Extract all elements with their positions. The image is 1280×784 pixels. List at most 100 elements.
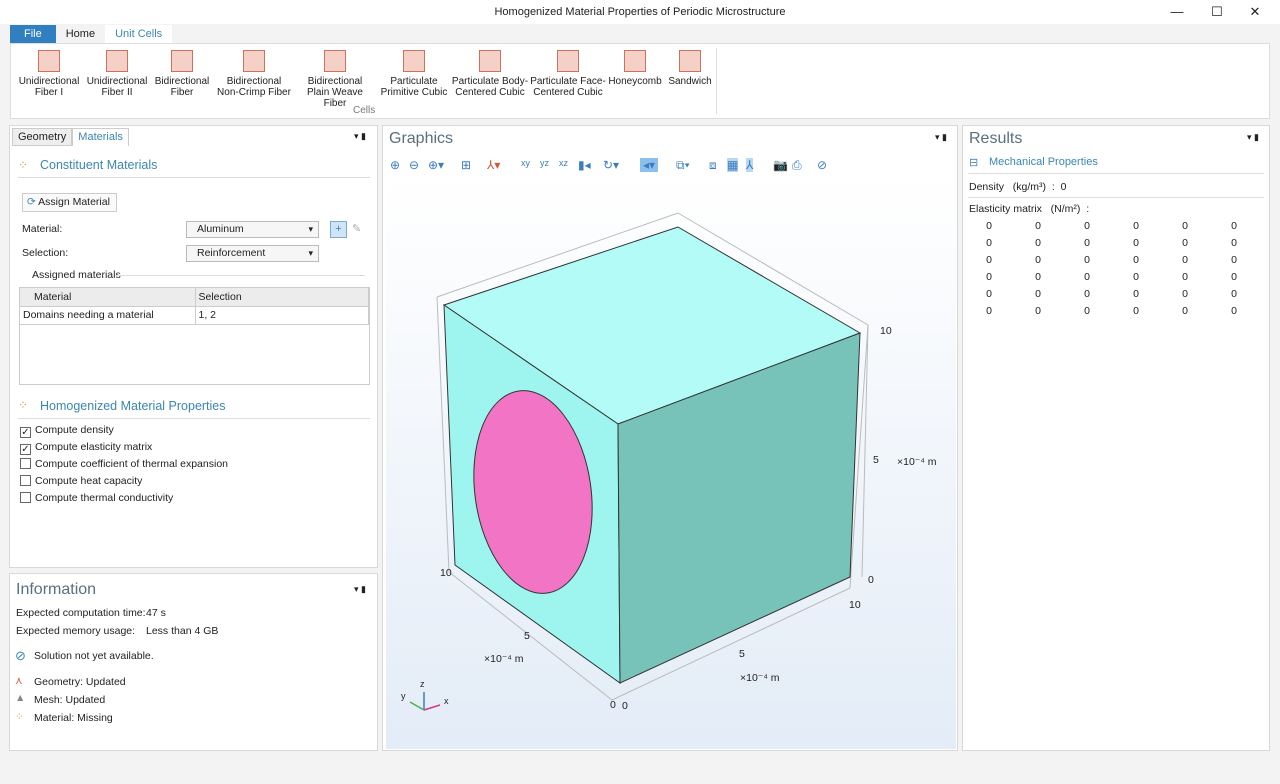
tab-file[interactable]: File [10, 25, 56, 43]
matrix-cell: 0 [1133, 271, 1139, 283]
matrix-cell: 0 [986, 254, 992, 266]
geometry-icon: ⋏ [15, 675, 23, 687]
ribbon-sandwich[interactable]: Sandwich [665, 50, 715, 87]
zoom-extents-icon[interactable]: ⊞ [461, 158, 472, 172]
zoom-in-icon[interactable]: ⊕ [390, 158, 401, 172]
xy-view-icon[interactable]: xy [521, 158, 530, 168]
tick-label: 10 [440, 567, 452, 579]
ribbon-plain-weave[interactable]: Bidirectional Plain Weave Fiber [295, 50, 375, 109]
matrix-cell: 0 [1133, 254, 1139, 266]
xz-view-icon[interactable]: xz [559, 158, 568, 168]
tick-label: 0 [868, 574, 874, 586]
close-button[interactable]: ✕ [1249, 4, 1261, 19]
selection-select[interactable]: Reinforcement [186, 245, 319, 262]
checkbox-density[interactable]: ✓ Compute density [20, 424, 114, 438]
title-bar: Homogenized Material Properties of Perio… [0, 0, 1280, 24]
add-icon[interactable]: + [330, 221, 347, 238]
panel-title: Results [969, 130, 1023, 147]
no-solution-icon: ⊘ [15, 648, 26, 663]
information-panel: Information ▾ ▮ Expected computation tim… [9, 573, 378, 751]
cube-right-face [617, 332, 861, 684]
grid-icon[interactable]: ▦ [727, 158, 739, 172]
memory-label: Expected memory usage: [16, 625, 136, 637]
transparency-icon[interactable]: ⧉▾ [676, 158, 690, 172]
maximize-button[interactable]: ☐ [1211, 4, 1223, 19]
material-label: Material: [22, 223, 63, 235]
unit-cell-icon [171, 50, 193, 72]
mesh-status: Mesh: Updated [34, 694, 106, 706]
axis-unit: ×10⁻⁴ m [484, 653, 524, 665]
matrix-cell: 0 [986, 288, 992, 300]
checkbox-heat-capacity[interactable]: Compute heat capacity [20, 475, 142, 487]
panel-title: Graphics [389, 130, 454, 147]
sandwich-icon [679, 50, 701, 72]
matrix-cell: 0 [1182, 305, 1188, 317]
ribbon-group-label: Cells [353, 105, 376, 116]
checkbox-thermal-conductivity[interactable]: Compute thermal conductivity [20, 492, 173, 504]
ribbon-unidirectional-fiber-2[interactable]: Unidirectional Fiber II [85, 50, 149, 98]
panel-menu-icon[interactable]: ▾ ▮ [354, 584, 366, 594]
minimize-button[interactable]: — [1170, 4, 1184, 19]
zoom-out-icon[interactable]: ⊖ [409, 158, 420, 172]
solution-status: Solution not yet available. [34, 650, 154, 662]
ribbon-face-centered[interactable]: Particulate Face- Centered Cubic [529, 50, 607, 98]
tick-label: 0 [610, 699, 616, 711]
light-icon[interactable]: ◂▾ [640, 158, 659, 172]
matrix-cell: 0 [1035, 288, 1041, 300]
tick-label: 0 [622, 700, 628, 712]
material-status: Material: Missing [34, 712, 113, 724]
ribbon-honeycomb[interactable]: Honeycomb [607, 50, 663, 87]
panel-menu-icon[interactable]: ▾ ▮ [1247, 132, 1259, 142]
matrix-cell: 0 [1084, 220, 1090, 232]
view-axes-icon[interactable]: ⅄▾ [487, 158, 501, 172]
axis-label-z: z [420, 679, 425, 689]
assigned-table: Material Selection Domains needing a mate… [19, 287, 370, 385]
unit-cell-icon [243, 50, 265, 72]
assign-material-button[interactable]: ⟳ Assign Material [22, 193, 117, 212]
panel-menu-icon[interactable]: ▾ ▮ [935, 132, 947, 142]
camera-view-icon[interactable]: ▮◂ [578, 158, 591, 172]
axis-frame [436, 212, 869, 701]
screenshot-icon[interactable]: 📷 [773, 158, 788, 172]
table-row[interactable]: Domains needing a material 1, 2 [20, 306, 369, 324]
yz-view-icon[interactable]: yz [540, 158, 549, 168]
results-panel: Results ▾ ▮ ⊟ Mechanical Properties Dens… [962, 125, 1270, 751]
tab-home[interactable]: Home [65, 28, 96, 40]
axis-orientation-icon[interactable]: ⅄ [746, 158, 754, 172]
mechanical-icon: ⊟ [969, 157, 979, 169]
tab-geometry[interactable]: Geometry [12, 128, 73, 146]
ribbon-unidirectional-fiber-1[interactable]: Unidirectional Fiber I [17, 50, 81, 98]
matrix-cell: 0 [986, 305, 992, 317]
checkbox-thermal-expansion[interactable]: Compute coefficient of thermal expansion [20, 458, 228, 470]
tick-label: 5 [739, 648, 745, 660]
checkbox-elasticity[interactable]: ✓ Compute elasticity matrix [20, 441, 153, 455]
hide-icon[interactable]: ⊘ [817, 158, 828, 172]
tab-unit-cells[interactable]: Unit Cells [105, 25, 173, 43]
memory-value: Less than 4 GB [146, 625, 219, 637]
zoom-box-icon[interactable]: ⊕▾ [428, 158, 445, 172]
matrix-cell: 0 [1231, 220, 1237, 232]
wireframe-icon[interactable]: ⧈ [709, 158, 717, 172]
edit-icon[interactable]: ✎ [352, 223, 362, 235]
ribbon-primitive-cubic[interactable]: Particulate Primitive Cubic [377, 50, 451, 98]
ribbon-non-crimp[interactable]: Bidirectional Non-Crimp Fiber [215, 50, 293, 98]
time-value: 47 s [146, 607, 166, 619]
matrix-cell: 0 [986, 271, 992, 283]
rotate-icon[interactable]: ↻▾ [603, 158, 620, 172]
material-select[interactable]: Aluminum [186, 221, 319, 238]
tab-materials[interactable]: Materials [72, 128, 129, 146]
column-header: Selection [195, 288, 369, 306]
matrix-cell: 0 [986, 220, 992, 232]
matrix-cell: 0 [1133, 305, 1139, 317]
axis-unit: ×10⁻⁴ m [740, 672, 780, 684]
ribbon-body-centered[interactable]: Particulate Body- Centered Cubic [451, 50, 529, 98]
density-value: Density (kg/m³) : 0 [969, 181, 1067, 193]
unit-cell-icon [324, 50, 346, 72]
divider [716, 48, 717, 114]
print-icon[interactable]: ⎙ [792, 158, 802, 172]
panel-menu-icon[interactable]: ▾ ▮ [354, 131, 366, 141]
matrix-cell: 0 [1035, 237, 1041, 249]
material-icon: ⁘ [15, 711, 24, 723]
unit-cell-icon [38, 50, 60, 72]
ribbon-bidirectional-fiber[interactable]: Bidirectional Fiber [151, 50, 213, 98]
